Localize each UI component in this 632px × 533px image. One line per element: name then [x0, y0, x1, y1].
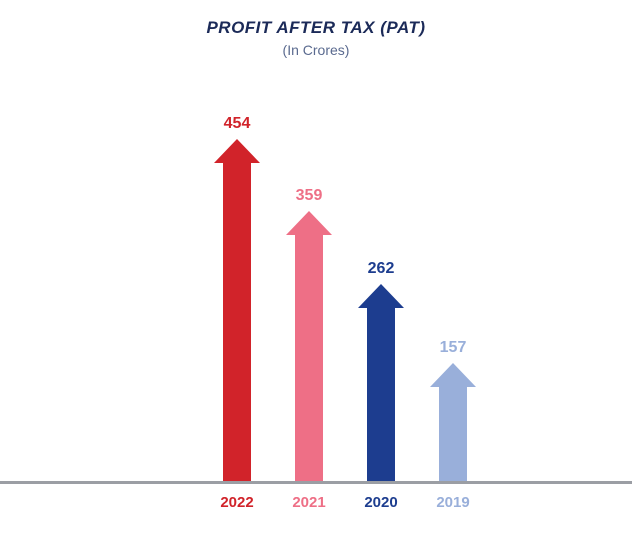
- year-label: 2022: [214, 494, 260, 511]
- chart-baseline: [0, 481, 632, 484]
- bar-value-label: 157: [440, 339, 467, 357]
- arrow-stem: [367, 308, 395, 481]
- bar-value-label: 359: [296, 187, 323, 205]
- arrow-head-icon: [286, 211, 332, 235]
- arrow-head-icon: [430, 363, 476, 387]
- chart-bars: 454 359 262 157: [214, 0, 476, 481]
- year-axis-labels: 2022 2021 2020 2019: [214, 494, 476, 511]
- arrow-head-icon: [214, 139, 260, 163]
- arrow-stem: [439, 387, 467, 481]
- year-label: 2021: [286, 494, 332, 511]
- arrow-stem: [295, 235, 323, 481]
- arrow-stem: [223, 163, 251, 481]
- bar-2022: 454: [214, 115, 260, 481]
- bar-value-label: 262: [368, 260, 395, 278]
- year-label: 2020: [358, 494, 404, 511]
- arrow-head-icon: [358, 284, 404, 308]
- bar-2020: 262: [358, 260, 404, 481]
- pat-chart: PROFIT AFTER TAX (PAT) (In Crores) 45435…: [0, 0, 632, 533]
- bar-value-label: 454: [224, 115, 251, 133]
- bar-2019: 157: [430, 339, 476, 481]
- year-label: 2019: [430, 494, 476, 511]
- bar-2021: 359: [286, 187, 332, 481]
